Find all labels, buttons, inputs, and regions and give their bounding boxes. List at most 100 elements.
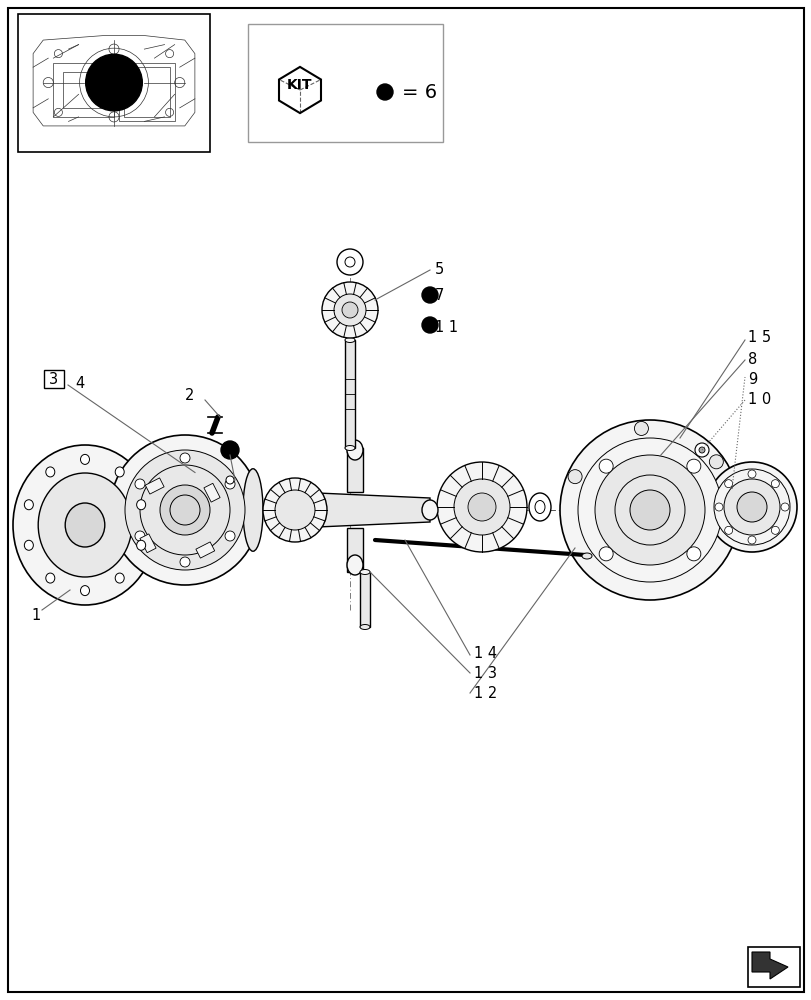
Circle shape	[135, 479, 145, 489]
Polygon shape	[345, 340, 354, 448]
Text: 3: 3	[49, 371, 58, 386]
Circle shape	[686, 459, 700, 473]
Circle shape	[747, 470, 755, 478]
Circle shape	[686, 547, 700, 561]
Circle shape	[180, 453, 190, 463]
Circle shape	[453, 479, 509, 535]
Circle shape	[467, 493, 496, 521]
Circle shape	[770, 526, 779, 534]
Bar	[139, 534, 156, 553]
Text: 1 5: 1 5	[747, 330, 770, 346]
Circle shape	[180, 557, 190, 567]
Ellipse shape	[422, 500, 437, 520]
Circle shape	[225, 479, 234, 489]
Circle shape	[698, 447, 704, 453]
Bar	[18, 14, 210, 152]
Circle shape	[594, 455, 704, 565]
Bar	[124, 67, 169, 117]
Circle shape	[322, 282, 378, 338]
Text: 1 3: 1 3	[474, 666, 496, 680]
Ellipse shape	[45, 573, 54, 583]
Circle shape	[139, 465, 230, 555]
Bar	[195, 542, 214, 558]
Ellipse shape	[13, 445, 157, 605]
Ellipse shape	[136, 540, 145, 550]
Circle shape	[221, 441, 238, 459]
Ellipse shape	[528, 493, 551, 521]
Ellipse shape	[80, 454, 89, 464]
Circle shape	[125, 450, 245, 570]
Ellipse shape	[115, 467, 124, 477]
Circle shape	[275, 490, 315, 530]
Circle shape	[780, 503, 788, 511]
Circle shape	[337, 249, 363, 275]
Ellipse shape	[80, 586, 89, 596]
Text: KIT: KIT	[287, 78, 312, 92]
Circle shape	[263, 478, 327, 542]
Polygon shape	[346, 448, 363, 492]
Ellipse shape	[359, 570, 370, 574]
Circle shape	[560, 420, 739, 600]
Ellipse shape	[24, 500, 33, 510]
Ellipse shape	[24, 540, 33, 550]
Circle shape	[694, 443, 708, 457]
Text: = 6: = 6	[401, 83, 436, 102]
Bar	[63, 72, 104, 108]
Circle shape	[568, 470, 581, 484]
Ellipse shape	[38, 473, 131, 577]
Ellipse shape	[581, 553, 591, 559]
Text: 1 4: 1 4	[474, 646, 496, 660]
Circle shape	[422, 317, 437, 333]
Ellipse shape	[285, 492, 299, 528]
Circle shape	[345, 257, 354, 267]
Circle shape	[614, 475, 684, 545]
Ellipse shape	[65, 503, 105, 547]
Text: 7: 7	[435, 288, 444, 302]
Ellipse shape	[345, 446, 354, 450]
FancyBboxPatch shape	[44, 370, 64, 388]
Circle shape	[713, 469, 789, 545]
Circle shape	[714, 503, 722, 511]
Ellipse shape	[534, 500, 544, 514]
Circle shape	[160, 485, 210, 535]
Circle shape	[86, 54, 142, 111]
Ellipse shape	[346, 440, 363, 460]
Circle shape	[723, 479, 779, 535]
Polygon shape	[751, 952, 787, 979]
Circle shape	[599, 547, 612, 561]
Circle shape	[376, 84, 393, 100]
Circle shape	[709, 455, 723, 469]
Bar	[247, 24, 443, 142]
Text: 1 1: 1 1	[435, 320, 457, 336]
Circle shape	[225, 476, 234, 484]
Bar	[204, 483, 220, 502]
Circle shape	[135, 531, 145, 541]
Bar	[54, 63, 114, 117]
Circle shape	[341, 302, 358, 318]
Ellipse shape	[115, 573, 124, 583]
Text: 5: 5	[435, 262, 444, 277]
Circle shape	[169, 495, 200, 525]
Circle shape	[599, 459, 612, 473]
Ellipse shape	[285, 500, 301, 520]
Bar	[119, 63, 174, 121]
Text: 1 2: 1 2	[474, 686, 496, 700]
Ellipse shape	[136, 500, 145, 510]
Circle shape	[629, 490, 669, 530]
Circle shape	[225, 531, 234, 541]
Polygon shape	[346, 528, 363, 572]
Bar	[145, 478, 164, 494]
Circle shape	[736, 492, 766, 522]
Polygon shape	[279, 67, 320, 113]
Ellipse shape	[359, 624, 370, 630]
Bar	[747, 947, 799, 987]
Text: 1: 1	[32, 608, 41, 624]
Text: 4: 4	[75, 375, 84, 390]
Circle shape	[723, 480, 732, 488]
Text: 8: 8	[747, 353, 757, 367]
Circle shape	[333, 294, 366, 326]
Polygon shape	[359, 572, 370, 627]
Circle shape	[422, 287, 437, 303]
Circle shape	[770, 480, 779, 488]
Circle shape	[436, 462, 526, 552]
